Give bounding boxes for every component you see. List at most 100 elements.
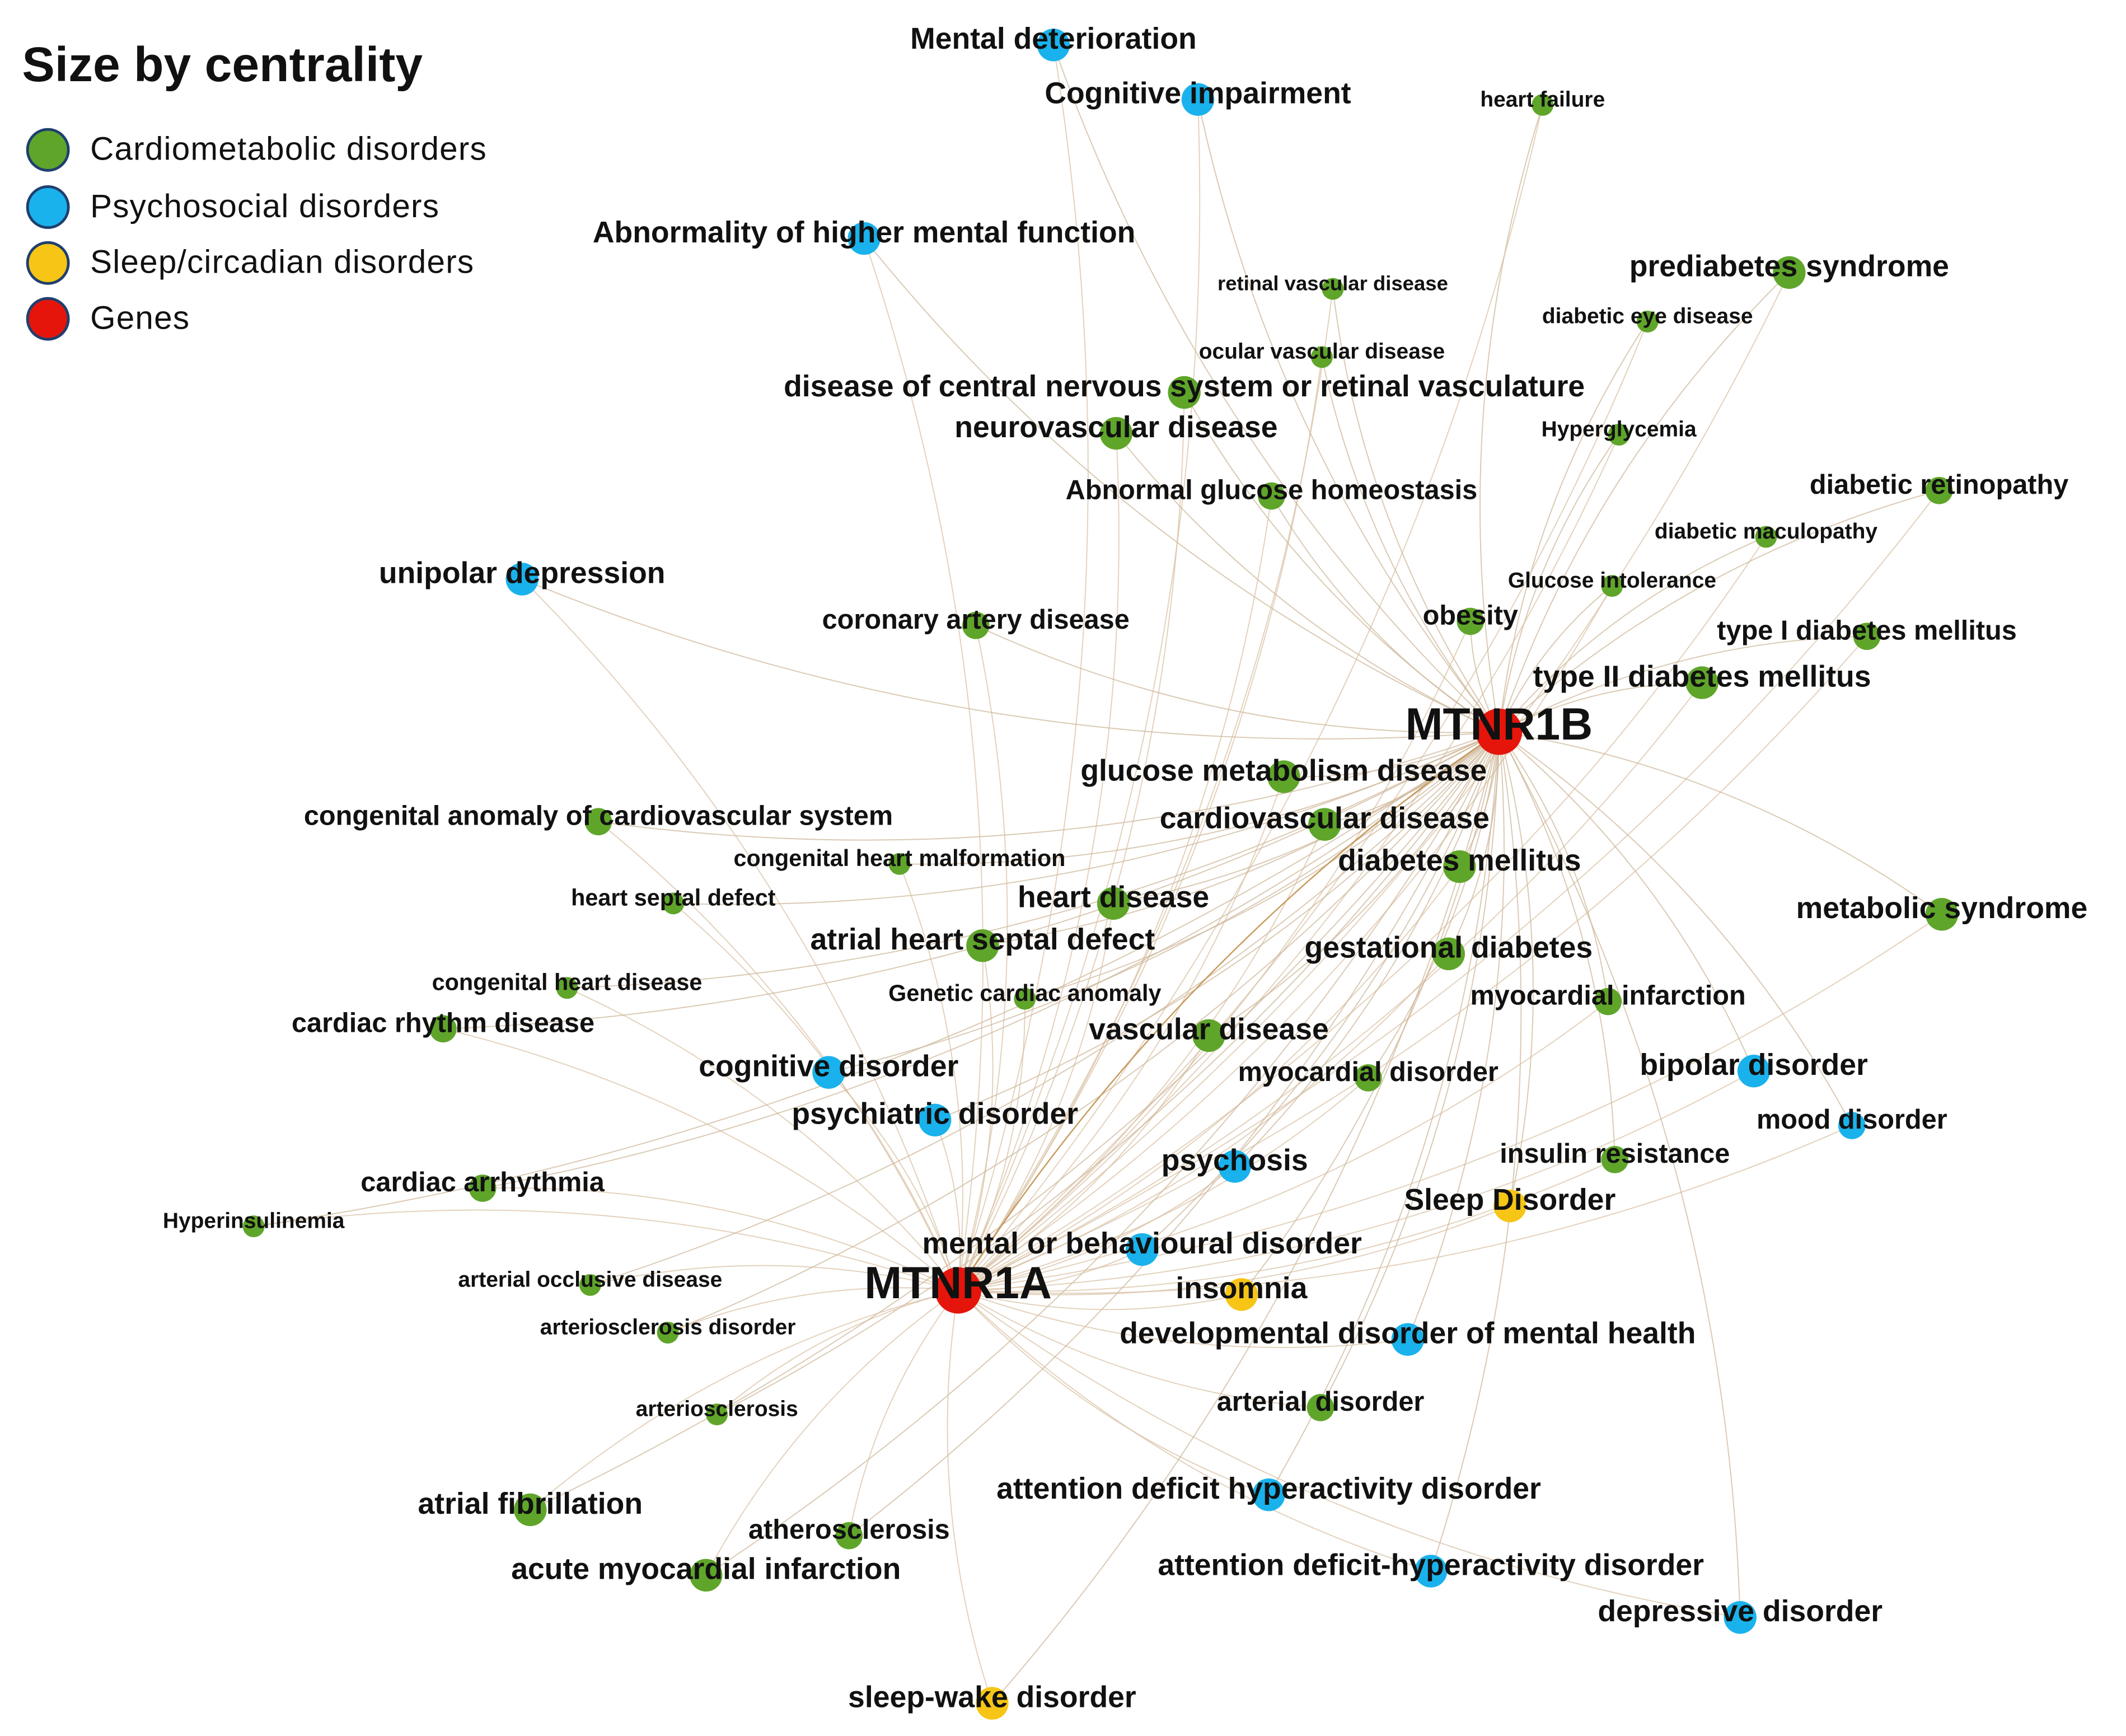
node-label: Abnormal glucose homeostasis [1066,475,1478,506]
node-label: arteriosclerosis [636,1397,798,1421]
disease-node [1601,1146,1629,1173]
disease-node [1432,937,1465,971]
edge [957,946,994,1291]
node-label: coronary artery disease [822,605,1130,635]
disease-node [812,1056,845,1089]
edge [566,731,1500,989]
legend-title: Size by centrality [22,37,423,92]
edge [482,731,1500,1189]
edge [598,731,1500,841]
edge [1284,731,1500,778]
edge [957,272,1790,1291]
disease-node [429,1015,457,1043]
disease-node [1125,1233,1159,1266]
disease-node [1322,278,1344,300]
disease-node [1737,1054,1771,1088]
edge [958,1249,1142,1292]
node-label: heart disease [1018,881,1209,914]
node-label: mood disorder [1757,1105,1947,1135]
edge [1498,272,1790,732]
edge [957,45,1089,1291]
disease-node [657,1322,679,1344]
node-label: developmental disorder of mental health [1120,1317,1696,1350]
legend-swatch [26,128,70,172]
disease-node [1218,1150,1251,1183]
edge [254,731,1500,1227]
legend-swatch [26,185,70,229]
disease-node [1838,1112,1866,1139]
edge [1498,536,1767,732]
edge [667,731,1500,1333]
edge [1053,44,1500,732]
node-label: cardiac arrhythmia [360,1167,605,1197]
edge [958,1290,1242,1311]
edge [991,731,1500,1704]
edge [958,536,1767,1291]
edge [1498,731,1754,1071]
edge [590,731,1500,1286]
node-label: arterial occlusive disease [458,1267,722,1292]
node-label: mental or behavioural disorder [922,1227,1362,1260]
edge [1479,105,1543,732]
edge [958,586,1613,1291]
disease-node [1168,376,1201,409]
edge [705,731,1500,1576]
edge [863,238,1500,732]
node-label: congenital heart disease [432,969,703,995]
disease-node [1443,850,1476,883]
node-label: diabetic retinopathy [1810,470,2068,500]
disease-node [1037,29,1070,62]
disease-node [579,1274,601,1296]
disease-node [847,222,881,255]
disease-node [966,929,999,962]
disease-node [1306,1394,1334,1421]
gene-node [1476,708,1523,755]
node-label: prediabetes syndrome [1629,250,1949,283]
edge [947,1290,993,1704]
node-label: type II diabetes mellitus [1533,660,1871,693]
disease-node [1225,1278,1258,1311]
edge [957,433,1120,1291]
disease-node [1773,256,1806,289]
edge [958,1290,1408,1348]
edge [521,578,959,1291]
edge [957,392,1185,1291]
disease-node [1391,1323,1425,1356]
edge [1321,357,1500,732]
disease-node [976,1687,1009,1720]
disease-node [1311,346,1333,368]
disease-node [1308,808,1341,841]
disease-node [556,977,578,999]
edge [1498,731,1534,1206]
edge [1208,731,1500,1036]
disease-node [1354,1064,1382,1092]
edge [828,1071,959,1291]
edge [1116,433,1500,732]
node-label: atrial heart septal defect [810,923,1155,956]
disease-node [1258,482,1285,510]
node-label: arterial disorder [1217,1387,1425,1417]
edge [863,238,984,1291]
node-label: cardiovascular disease [1160,802,1490,835]
disease-node [584,808,612,836]
node-label: diabetes mellitus [1338,844,1581,877]
edge [957,824,1326,1291]
edge [1141,731,1500,1250]
edge [530,1290,958,1510]
edge [957,105,1543,1291]
edge [1498,731,1942,915]
disease-node [706,1403,728,1426]
node-label: diabetic eye disease [1542,304,1753,328]
edge [667,1287,958,1333]
node-label: congenital heart malformation [733,845,1065,871]
node-label: attention deficit-hyperactivity disorder [1158,1548,1704,1581]
edge [1498,434,1619,732]
edge [1024,731,1500,1000]
node-label: heart failure [1480,87,1605,111]
edge [1271,495,1500,732]
edge [957,625,1008,1291]
edge [1498,731,1741,1618]
node-label: retinal vascular disease [1217,272,1448,294]
